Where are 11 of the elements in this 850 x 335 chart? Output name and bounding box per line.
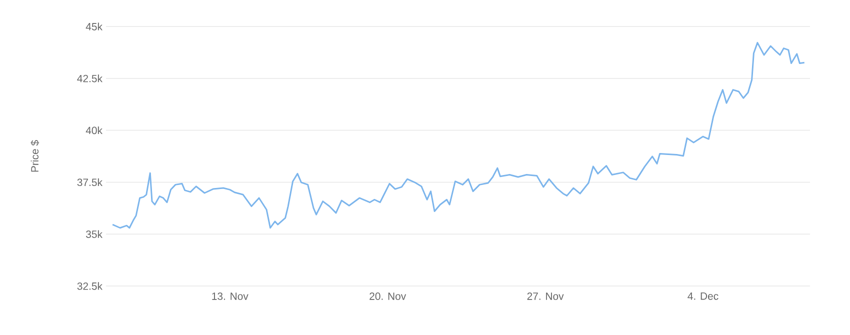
y-axis-title: Price $	[30, 140, 40, 172]
x-tick-label: 4. Dec	[688, 292, 718, 300]
y-tick-label: 42.5k	[77, 74, 102, 82]
x-tick-label: 13. Nov	[212, 292, 248, 300]
y-tick-label: 35k	[86, 230, 102, 238]
y-tick-label: 32.5k	[77, 282, 102, 290]
y-tick-label: 37.5k	[77, 178, 102, 186]
y-tick-label: 45k	[86, 22, 102, 30]
x-tick-label: 27. Nov	[527, 292, 564, 300]
y-tick-label: 40k	[86, 126, 102, 134]
x-tick-label: 20. Nov	[370, 292, 406, 300]
